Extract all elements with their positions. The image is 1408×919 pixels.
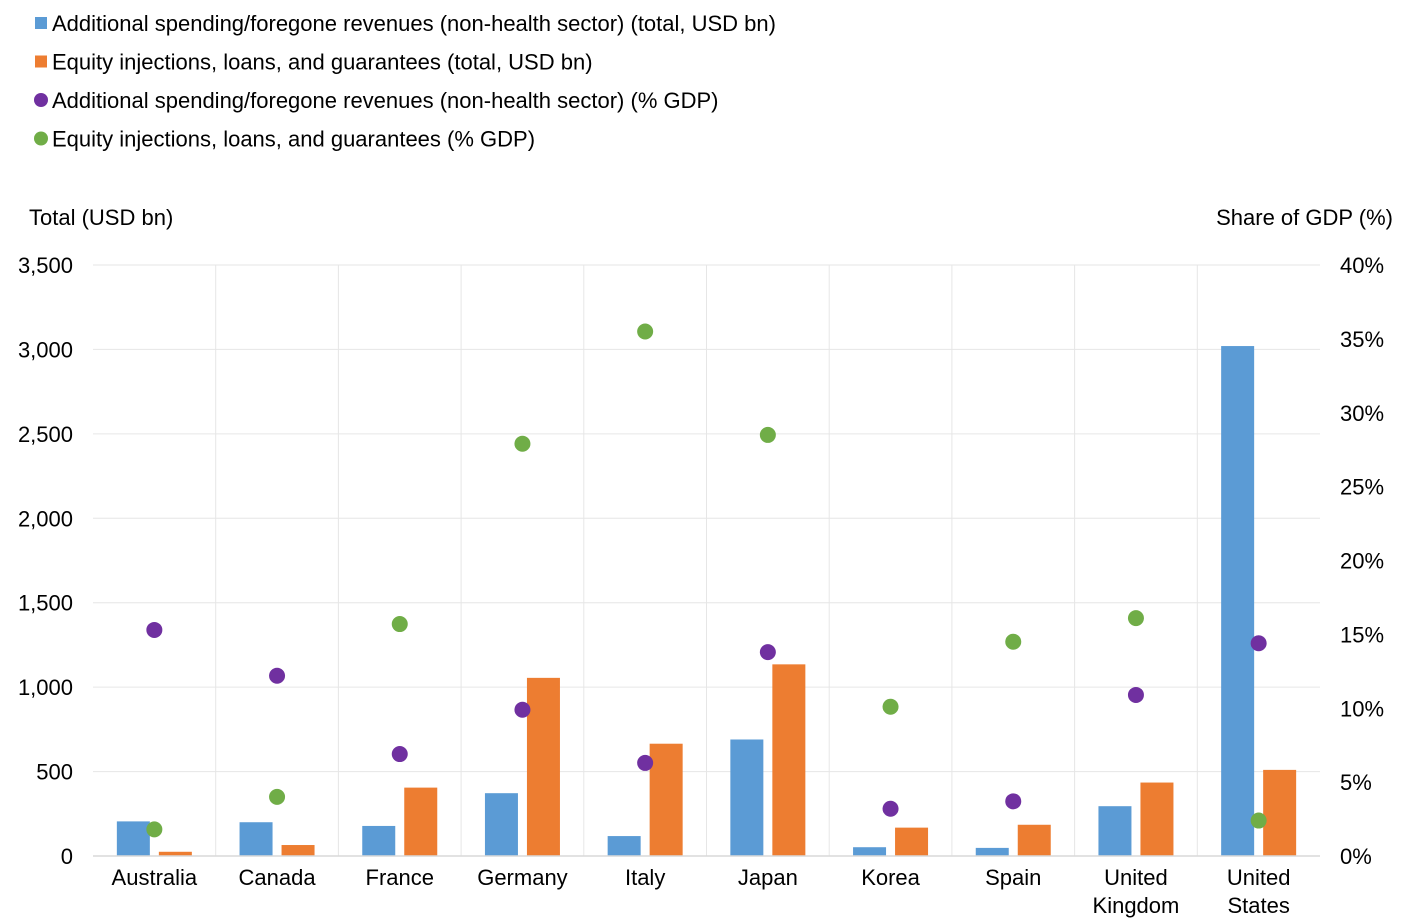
x-category-label-2-0: France [366,865,434,890]
bar-series-0-0 [116,821,150,856]
bars [116,346,1297,856]
y-tick-label-left-6: 3,000 [18,337,73,362]
x-category-label-5-0: Japan [738,865,798,890]
bar-series-0-2 [362,825,396,856]
x-category-label-6-0: Korea [861,865,920,890]
dot-series-2-0 [146,621,163,638]
dot-series-2-8 [1127,686,1144,703]
y-tick-label-right-7: 35% [1340,327,1384,352]
dot-series-2-9 [1250,635,1267,652]
gridlines [93,264,1320,856]
y-tick-label-left-7: 3,500 [18,253,73,278]
bar-series-1-0 [158,851,192,856]
y-tick-label-left-2: 1,000 [18,675,73,700]
x-category-label-8-1: Kingdom [1093,893,1180,918]
y-tick-label-right-6: 30% [1340,401,1384,426]
bar-series-0-6 [853,847,887,856]
y-tick-label-right-2: 10% [1340,696,1384,721]
dot-series-2-3 [514,701,531,718]
y-axis-title-left: Total (USD bn) [29,205,173,230]
dot-series-3-6 [882,698,899,715]
y-tick-label-right-0: 0% [1340,844,1372,869]
y-tick-label-left-3: 1,500 [18,591,73,616]
dot-series-2-6 [882,800,899,817]
legend: Additional spending/foregone revenues (n… [34,11,776,152]
bar-series-1-9 [1263,769,1297,856]
dot-series-3-4 [637,323,654,340]
x-category-label-9-1: States [1227,893,1289,918]
dot-series-3-3 [514,435,531,452]
y-tick-label-right-4: 20% [1340,549,1384,574]
y-tick-label-left-4: 2,000 [18,506,73,531]
legend-label-3: Equity injections, loans, and guarantees… [52,127,535,152]
y-tick-label-left-1: 500 [36,760,73,785]
bar-series-1-1 [281,845,315,856]
y-tick-label-right-3: 15% [1340,622,1384,647]
dot-series-2-2 [391,746,408,763]
dots [146,323,1267,838]
legend-marker-2 [34,93,48,107]
bar-series-1-3 [526,677,560,856]
bar-series-0-7 [975,847,1009,856]
y-tick-label-right-1: 5% [1340,770,1372,795]
x-category-label-4-0: Italy [625,865,665,890]
legend-label-1: Equity injections, loans, and guarantees… [52,50,593,75]
dot-series-3-8 [1127,610,1144,627]
dot-series-3-9 [1250,812,1267,829]
x-category-label-1-0: Canada [239,865,317,890]
y-axis-left: 0 500 1,000 1,500 2,000 2,500 3,000 3,500 [18,253,73,869]
dot-series-3-1 [269,788,286,805]
dot-series-2-4 [637,754,654,771]
bar-series-0-1 [239,822,273,856]
dot-series-2-1 [269,667,286,684]
x-category-label-9-0: United [1227,865,1291,890]
y-tick-label-left-0: 0 [61,844,73,869]
legend-label-2: Additional spending/foregone revenues (n… [52,88,719,113]
dot-series-2-5 [759,644,776,661]
bar-series-1-8 [1140,782,1174,856]
y-tick-label-right-8: 40% [1340,253,1384,278]
bar-series-1-7 [1017,824,1051,856]
legend-swatch-0 [35,17,47,29]
x-category-label-3-0: Germany [477,865,567,890]
x-category-label-7-0: Spain [985,865,1041,890]
bar-series-0-9 [1221,346,1255,856]
x-axis: Australia Canada France Germany Italy Japan Ko… [93,855,1320,918]
dot-series-2-7 [1005,793,1022,810]
legend-label-0: Additional spending/foregone revenues (n… [52,11,776,36]
dot-series-3-5 [759,426,776,443]
legend-marker-3 [34,131,48,146]
legend-swatch-1 [35,55,47,68]
x-category-label-8-0: United [1104,865,1168,890]
dot-series-3-2 [391,616,408,633]
bar-series-1-5 [772,664,806,856]
y-tick-label-right-5: 25% [1340,475,1384,500]
bar-series-0-5 [730,739,764,856]
dot-series-3-7 [1005,633,1022,650]
bar-series-1-2 [404,787,438,856]
bar-series-1-6 [895,827,929,856]
dot-series-3-0 [146,821,163,838]
y-axis-title-right: Share of GDP (%) [1216,205,1393,230]
bar-series-0-3 [484,793,518,856]
y-axis-right: 0% 5% 10% 15% 20% 25% 30% 35% 40% [1340,253,1384,869]
bar-series-1-4 [649,743,683,856]
y-tick-label-left-5: 2,500 [18,422,73,447]
x-category-label-0-0: Australia [112,865,198,890]
bar-series-0-8 [1098,806,1132,856]
bar-series-0-4 [607,836,641,856]
